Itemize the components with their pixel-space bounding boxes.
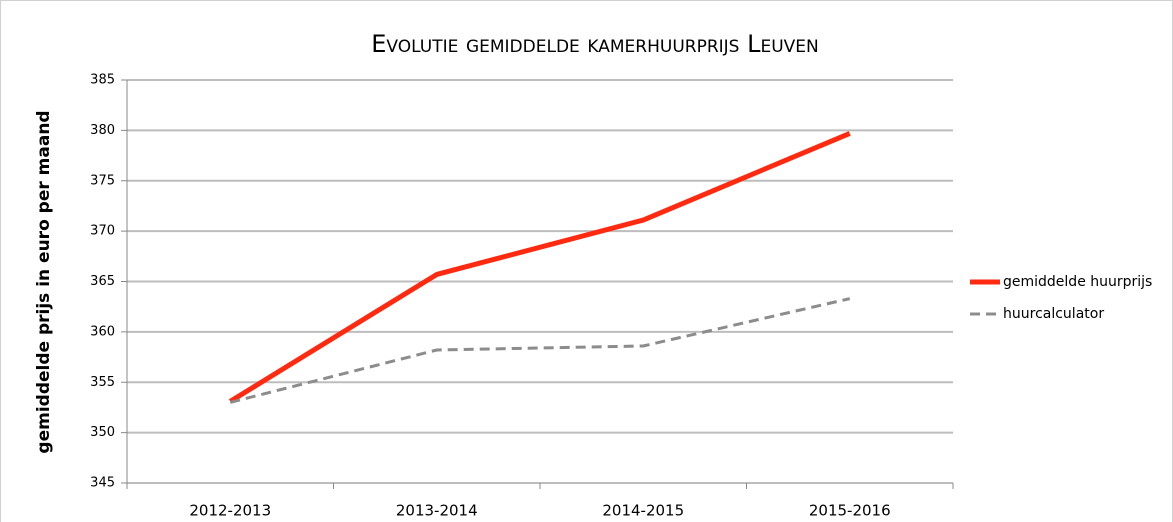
y-axis-label: gemiddelde prijs in euro per maand [34,110,54,453]
x-tick-label: 2014-2015 [602,502,684,520]
x-tick-label: 2012-2013 [189,502,271,520]
y-tick-label: 355 [90,375,115,390]
y-tick-label: 385 [90,73,115,88]
y-tick-label: 375 [90,173,115,188]
y-tick-label: 365 [90,274,115,289]
y-tick-label: 345 [90,476,115,491]
y-tick-label: 350 [90,425,115,440]
series-line [228,131,851,404]
y-tick-label: 380 [90,123,115,138]
x-tick-label: 2013-2014 [396,502,478,520]
y-tick-label: 370 [90,224,115,239]
x-tick-label: 2015-2016 [809,502,891,520]
legend-label: gemiddelde huurprijs [1003,274,1152,290]
legend-label: huurcalculator [1003,306,1104,322]
chart-title: Evolutie gemiddelde kamerhuurprijs Leuve… [371,30,819,58]
y-tick-label: 360 [90,324,115,339]
